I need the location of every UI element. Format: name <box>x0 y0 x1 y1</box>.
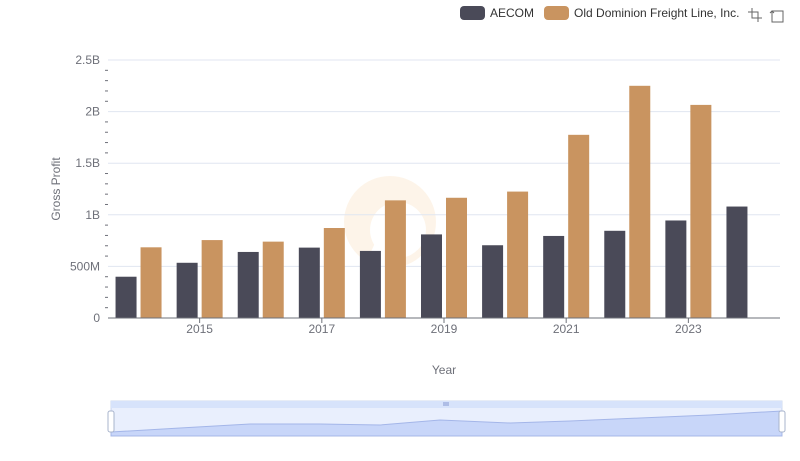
x-tick-label: 2021 <box>553 322 580 336</box>
bar-old-dominion-freight-line-inc-2016[interactable] <box>262 241 284 318</box>
legend-swatch-aecom <box>460 6 485 20</box>
x-tick-label: 2023 <box>675 322 702 336</box>
bar-old-dominion-freight-line-inc-2023[interactable] <box>690 104 712 318</box>
bar-aecom-2015[interactable] <box>176 262 198 318</box>
legend-swatch-old-dominion <box>544 6 570 20</box>
legend-label-aecom: AECOM <box>490 6 535 20</box>
restore-icon[interactable] <box>768 6 786 24</box>
zoom-icon[interactable] <box>746 6 764 24</box>
bar-aecom-2022[interactable] <box>604 230 626 318</box>
chart-toolbox <box>746 6 790 24</box>
bar-aecom-2016[interactable] <box>237 251 259 318</box>
y-tick-label: 500M <box>70 259 100 273</box>
x-tick-label: 2015 <box>186 322 213 336</box>
data-zoom-left-handle[interactable] <box>107 410 115 433</box>
y-axis-ticks: 0 500M 1B 1.5B 2B 2.5B <box>70 53 100 325</box>
bar-aecom-2018[interactable] <box>359 250 381 318</box>
y-axis-minor-ticks <box>105 69 108 309</box>
bar-old-dominion-freight-line-inc-2017[interactable] <box>323 228 345 318</box>
bar-aecom-2020[interactable] <box>482 245 504 318</box>
y-tick-label: 1B <box>85 208 100 222</box>
y-tick-label: 2B <box>85 105 100 119</box>
bar-old-dominion-freight-line-inc-2022[interactable] <box>629 85 651 318</box>
bar-old-dominion-freight-line-inc-2018[interactable] <box>384 200 406 318</box>
bars <box>115 85 748 318</box>
data-zoom-slider[interactable] <box>107 400 786 437</box>
x-axis-title: Year <box>432 363 456 377</box>
x-tick-label: 2019 <box>431 322 458 336</box>
grid-lines <box>108 59 780 267</box>
bar-aecom-2023[interactable] <box>665 220 687 318</box>
x-tick-label: 2017 <box>308 322 335 336</box>
data-zoom-move-handle-icon[interactable] <box>443 402 449 406</box>
data-zoom-right-handle[interactable] <box>778 410 786 433</box>
bar-aecom-2017[interactable] <box>298 247 320 318</box>
legend-item-aecom[interactable]: AECOM <box>460 6 534 20</box>
bar-old-dominion-freight-line-inc-2014[interactable] <box>140 247 162 318</box>
y-axis-title: Gross Profit <box>49 157 63 221</box>
y-tick-label: 0 <box>93 311 100 325</box>
legend-label-old-dominion: Old Dominion Freight Line, Inc. <box>574 6 740 20</box>
x-axis-ticks: 2015 2017 2019 2021 2023 <box>186 318 702 336</box>
bar-old-dominion-freight-line-inc-2021[interactable] <box>568 134 590 318</box>
bar-old-dominion-freight-line-inc-2019[interactable] <box>446 197 467 318</box>
bar-aecom-2024[interactable] <box>726 206 748 318</box>
bar-aecom-2014[interactable] <box>115 276 137 318</box>
y-tick-label: 1.5B <box>75 156 100 170</box>
bar-old-dominion-freight-line-inc-2020[interactable] <box>507 191 529 318</box>
legend-item-old-dominion[interactable]: Old Dominion Freight Line, Inc. <box>544 6 739 20</box>
chart-legend: AECOM Old Dominion Freight Line, Inc. <box>460 4 749 22</box>
bar-aecom-2019[interactable] <box>421 234 442 318</box>
bar-old-dominion-freight-line-inc-2015[interactable] <box>201 240 223 318</box>
y-tick-label: 2.5B <box>75 53 100 67</box>
bar-aecom-2021[interactable] <box>543 235 565 318</box>
